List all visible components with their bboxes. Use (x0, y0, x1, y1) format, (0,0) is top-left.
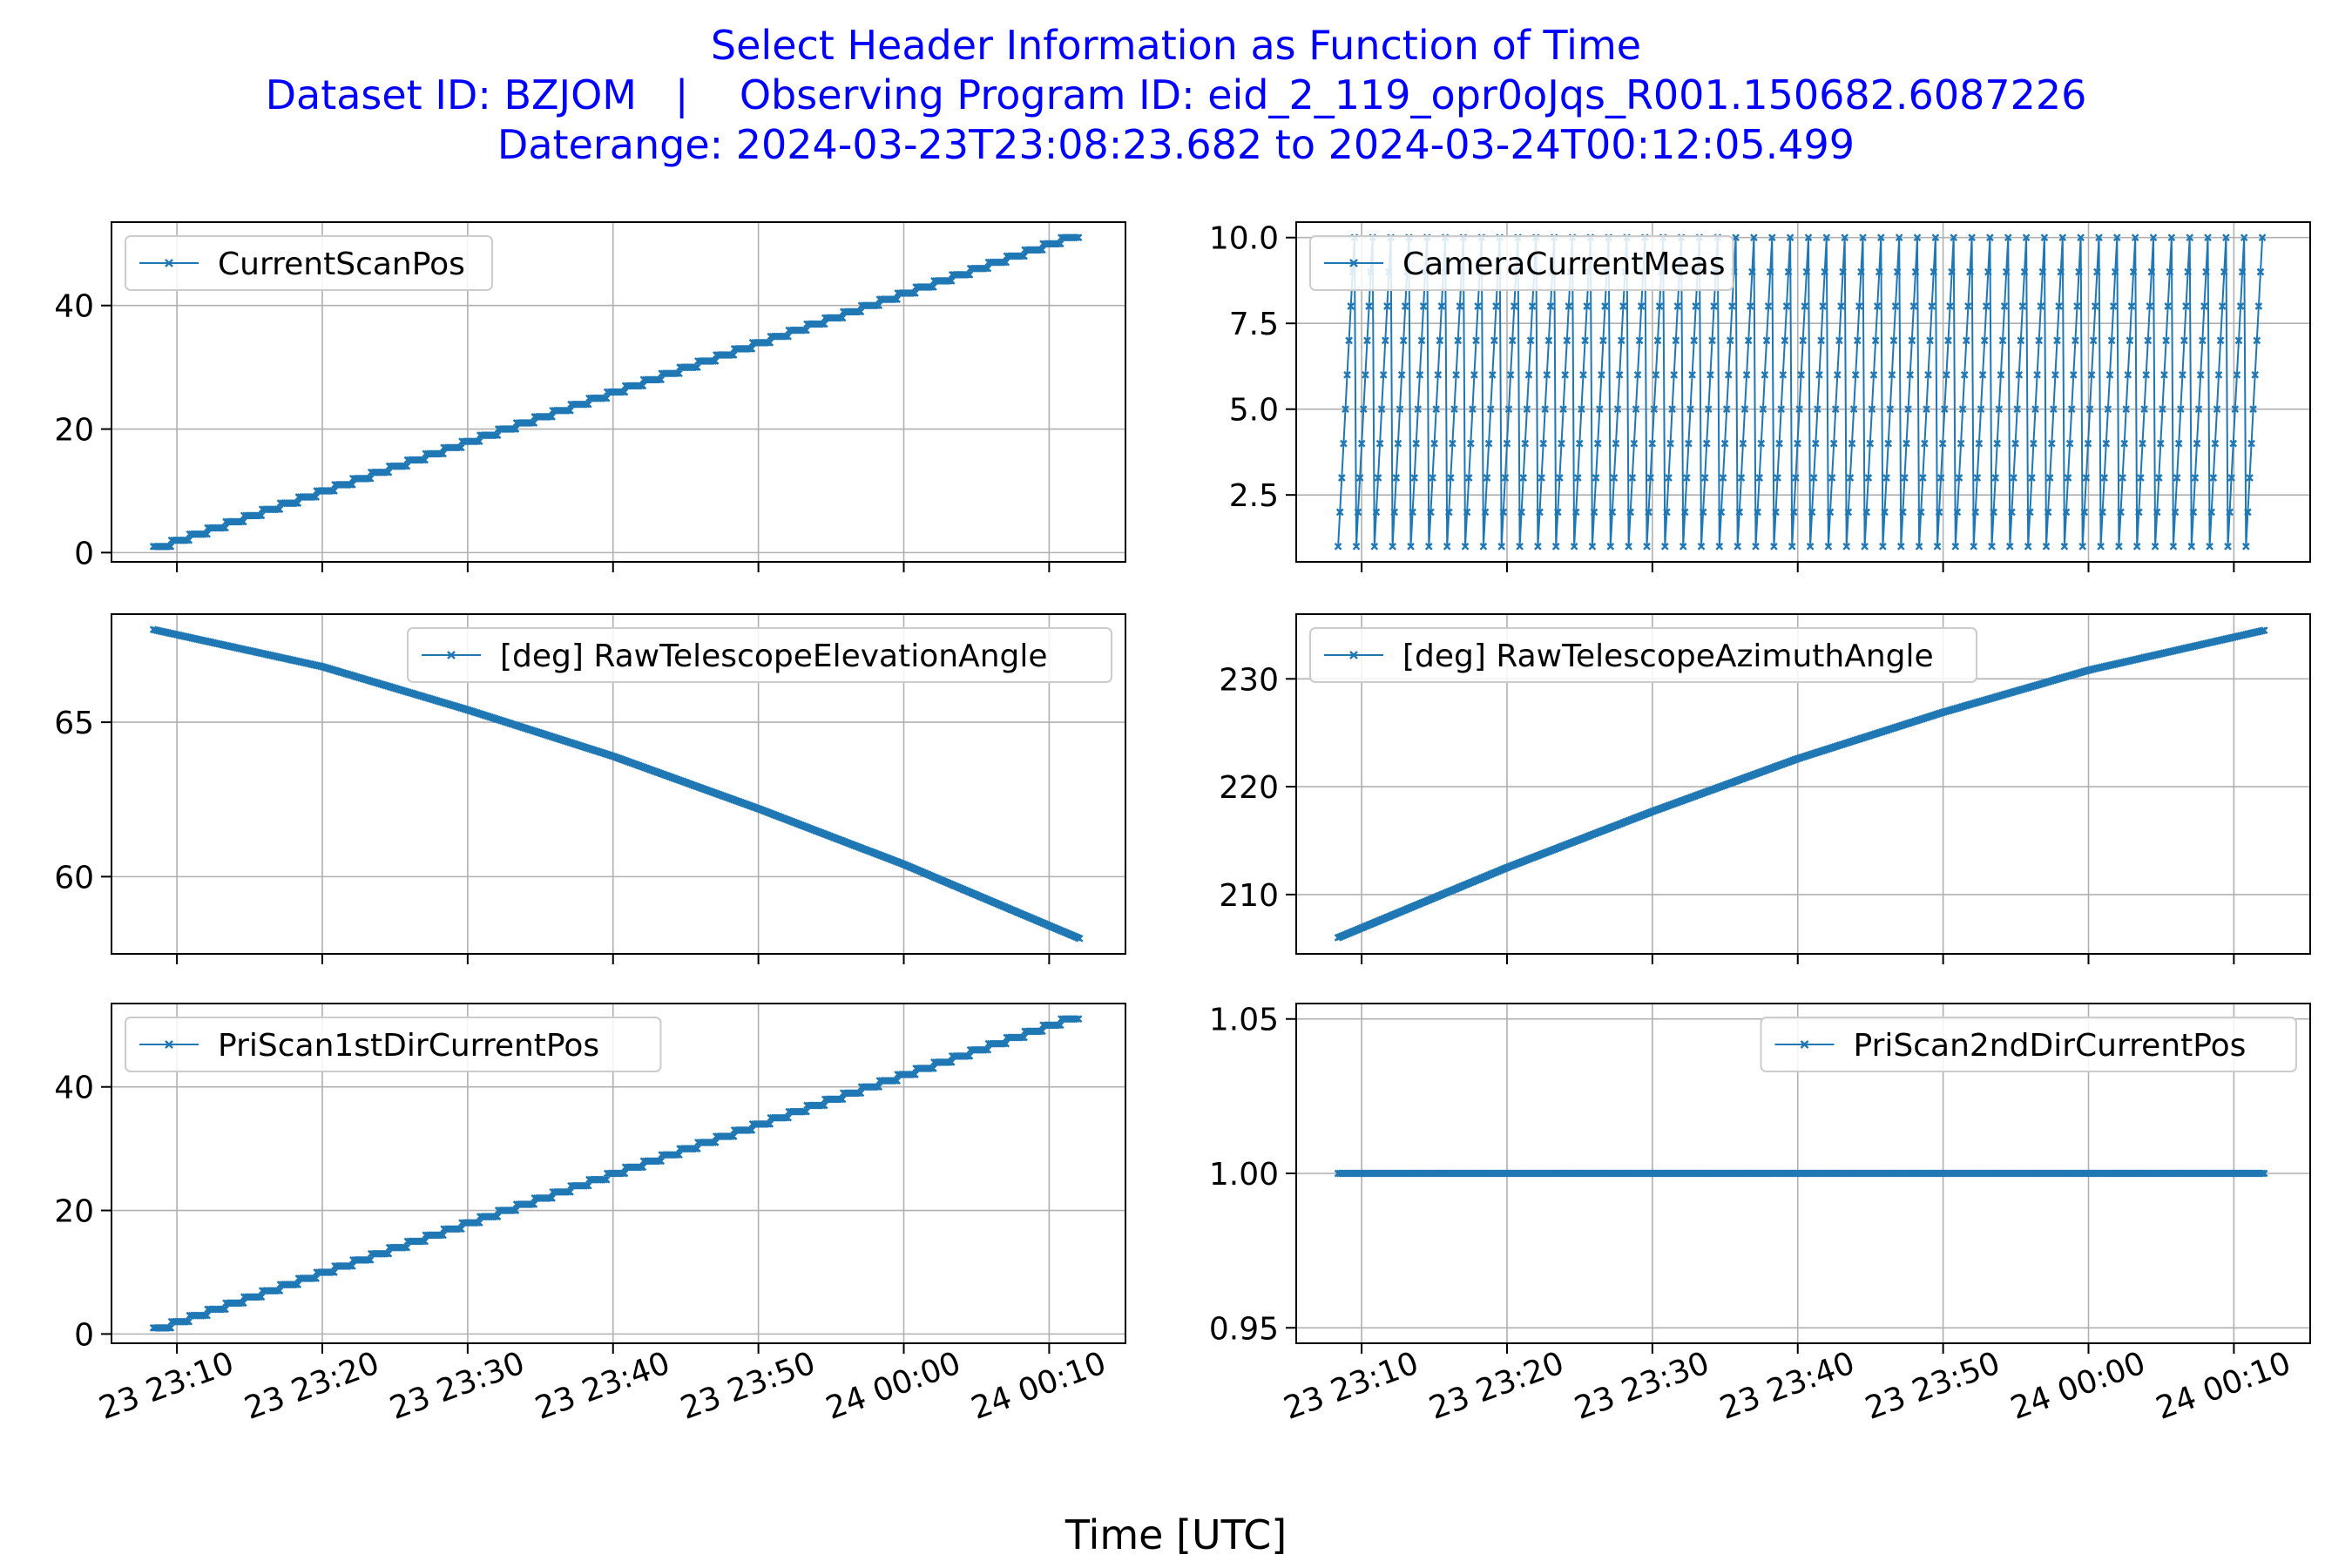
y-tick-label: 210 (1219, 878, 1279, 914)
axes-frame (111, 221, 1126, 563)
figure-title: Select Header Information as Function of… (0, 21, 2352, 170)
y-tick-label: 1.00 (1209, 1157, 1279, 1193)
y-tick-label: 40 (54, 289, 94, 325)
subplot-6: 23 23:10 23 23:20 23 23:30 23 23:40 23 23:50… (1209, 1003, 2311, 1427)
legend: PriScan2ndDirCurrentPos (1760, 1017, 2297, 1072)
y-tick-label: 20 (54, 413, 94, 449)
x-tick-label: 23 23:30 (385, 1345, 529, 1427)
series-markers (1334, 626, 2268, 942)
x-tick-label: 24 00:10 (967, 1345, 1111, 1427)
legend-marker-icon (1349, 259, 1358, 267)
y-tick-label: 5.0 (1229, 393, 1279, 429)
subplot-1: 0 20 40 CurrentScanPos (54, 221, 1126, 572)
legend-box (407, 627, 1112, 683)
x-tick-label: 23 23:10 (95, 1345, 239, 1427)
title-line-1: Select Header Information as Function of… (710, 22, 1642, 69)
y-tick-label: 40 (54, 1071, 94, 1106)
legend-marker-icon (165, 259, 173, 267)
x-tick-label: 23 23:20 (1424, 1345, 1568, 1427)
legend: CameraCurrentMeas (1309, 235, 1734, 291)
x-tick-label: 23 23:20 (240, 1345, 383, 1427)
subplot-4: 210 220 230 [deg] RawTelescopeAzimuthAngle (1219, 613, 2311, 964)
axes-frame (111, 1003, 1126, 1344)
series-markers (149, 1015, 1083, 1332)
series-markers (149, 233, 1083, 551)
x-tick-label: 23 23:40 (531, 1345, 674, 1427)
y-tick-label: 1.05 (1209, 1003, 1279, 1038)
legend: [deg] RawTelescopeAzimuthAngle (1309, 627, 1977, 683)
series-markers (149, 625, 1084, 943)
subplot-3: 60 65 [deg] RawTelescopeElevationAngle (54, 613, 1126, 964)
axes-frame (1295, 1003, 2311, 1344)
title-line-3: Daterange: 2024-03-23T23:08:23.682 to 20… (497, 121, 1855, 168)
series-markers (1334, 233, 2267, 551)
legend-box (125, 235, 493, 291)
y-tick-label: 10.0 (1209, 221, 1279, 257)
y-tick-label: 230 (1219, 662, 1279, 698)
y-tick-label: 20 (54, 1194, 94, 1230)
title-line-2: Dataset ID: BZJOM | Observing Program ID… (265, 71, 2087, 118)
legend: [deg] RawTelescopeElevationAngle (407, 627, 1112, 683)
legend-marker-icon (1800, 1040, 1809, 1049)
x-tick-label: 24 00:10 (2152, 1345, 2295, 1427)
series-markers (1334, 1169, 2268, 1178)
legend-box (1760, 1017, 2297, 1072)
y-tick-label: 7.5 (1229, 307, 1279, 342)
y-tick-label: 0 (74, 1317, 94, 1353)
legend: PriScan1stDirCurrentPos (125, 1017, 662, 1072)
legend-label: CurrentScanPos (218, 247, 465, 282)
legend-label: [deg] RawTelescopeAzimuthAngle (1402, 639, 1934, 674)
legend-marker-icon (447, 651, 456, 659)
x-tick-label: 23 23:40 (1715, 1345, 1859, 1427)
legend-label: PriScan2ndDirCurrentPos (1854, 1028, 2247, 1064)
x-tick-label: 24 00:00 (2006, 1345, 2150, 1427)
y-tick-label: 0 (74, 536, 94, 571)
y-tick-label: 2.5 (1229, 478, 1279, 514)
y-tick-label: 0.95 (1209, 1311, 1279, 1347)
legend-box (1309, 235, 1734, 291)
legend-label: CameraCurrentMeas (1402, 247, 1726, 282)
legend-marker-icon (1349, 651, 1358, 659)
subplot-2: 2.5 5.0 7.5 10.0 CameraCurrentMeas (1209, 221, 2311, 572)
legend-marker-icon (165, 1040, 173, 1049)
x-tick-label: 23 23:30 (1570, 1345, 1713, 1427)
legend-label: PriScan1stDirCurrentPos (218, 1028, 599, 1064)
x-tick-label: 23 23:50 (676, 1345, 820, 1427)
axes-frame (111, 613, 1126, 955)
series-line (1337, 237, 2264, 547)
subplot-5: 23 23:10 23 23:20 23 23:30 23 23:40 23 23:50… (54, 1003, 1126, 1427)
y-tick-label: 220 (1219, 770, 1279, 806)
y-tick-label: 60 (54, 860, 94, 896)
axes-frame (1295, 613, 2311, 955)
legend-label: [deg] RawTelescopeElevationAngle (500, 639, 1048, 674)
legend-box (125, 1017, 662, 1072)
x-tick-label: 23 23:50 (1861, 1345, 2004, 1427)
x-tick-label: 24 00:00 (821, 1345, 965, 1427)
legend-box (1309, 627, 1977, 683)
x-tick-label: 23 23:10 (1280, 1345, 1423, 1427)
x-axis-label: Time [UTC] (1064, 1511, 1288, 1558)
legend: CurrentScanPos (125, 235, 493, 291)
axes-frame (1295, 221, 2311, 563)
y-tick-label: 65 (54, 706, 94, 741)
